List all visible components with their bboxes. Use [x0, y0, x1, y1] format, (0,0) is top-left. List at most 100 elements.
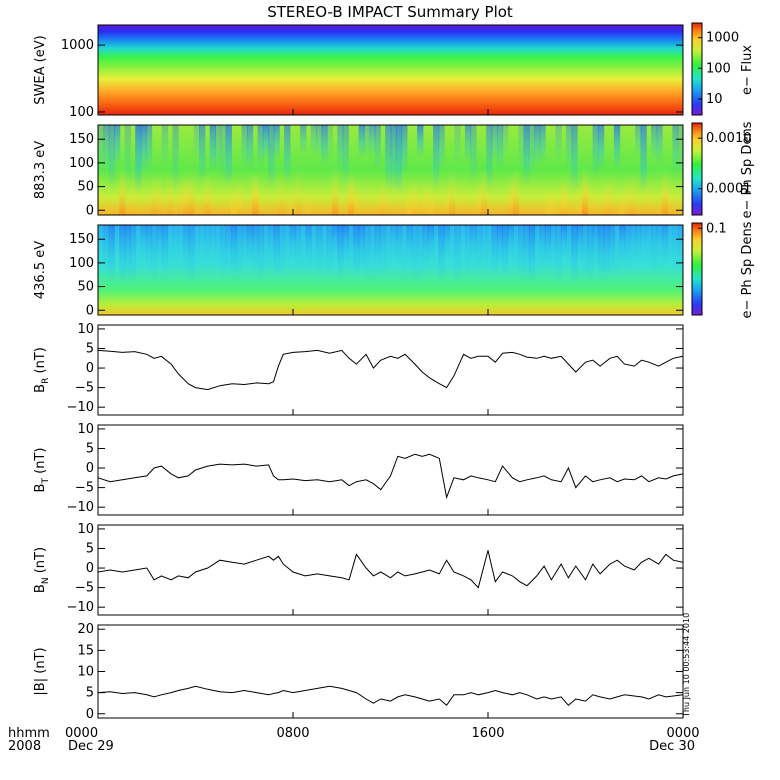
pad-436-stripe — [645, 225, 653, 265]
pad-883-stripe — [278, 171, 286, 215]
y-tick-label: 0 — [86, 707, 94, 722]
pad-436-stripe — [358, 225, 365, 271]
pad-436-stripe — [369, 225, 376, 280]
pad-436-stripe — [486, 225, 493, 275]
pad-883-stripe — [140, 125, 147, 173]
pad-436-stripe — [459, 225, 466, 261]
panel-bmag: 0 5 10 15 20 |B| (nT) — [33, 622, 684, 722]
pad-436-stripe — [629, 225, 637, 264]
pad-883-stripe — [124, 125, 131, 182]
pad-436-stripe — [188, 225, 195, 284]
y-tick-label: 100 — [69, 256, 94, 271]
pad-883-stripe — [326, 125, 333, 162]
pad-883-stripe — [332, 167, 339, 215]
pad-436-stripe — [613, 225, 621, 280]
pad-883-stripe — [188, 168, 195, 215]
pad-883-stripe — [236, 181, 243, 215]
pad-883-stripe — [454, 125, 461, 168]
pad-883-stripe — [629, 173, 637, 215]
pad-436-stripe — [230, 225, 238, 277]
x-tick-label: 0000 — [666, 726, 699, 741]
pad-436-stripe — [140, 225, 147, 262]
pad-436-stripe — [98, 225, 105, 268]
pad-883-stripe — [395, 125, 403, 194]
pad-436-stripe — [342, 225, 349, 266]
pad-436-stripe — [241, 225, 248, 267]
pad-436-stripe — [427, 225, 435, 263]
y-tick-label: −10 — [67, 400, 94, 415]
y-tick-label: 15 — [77, 643, 94, 658]
pad-883-stripe — [592, 125, 599, 178]
pad-883-stripe — [645, 178, 653, 215]
y-axis-label: BT (nT) — [33, 448, 51, 493]
pad-436-stripe — [204, 225, 211, 269]
pad-883-stripe — [103, 125, 110, 173]
pad-883-stripe — [459, 177, 466, 215]
pad-883-stripe — [438, 125, 445, 170]
panel-frame — [97, 524, 684, 616]
pad-436-stripe — [608, 225, 615, 275]
pad-436-stripe — [103, 225, 110, 277]
pad-436-stripe — [379, 225, 387, 276]
pad-436-stripe — [539, 225, 546, 268]
pad-436-stripe — [401, 225, 408, 285]
y-tick-label: 5 — [86, 541, 94, 556]
pad-436-stripe — [534, 225, 541, 265]
pad-436-stripe — [550, 225, 557, 267]
y-tick-label: 5 — [86, 441, 94, 456]
b-field-trace — [97, 550, 684, 589]
figure-title: STEREO-B IMPACT Summary Plot — [267, 3, 513, 21]
pad-436-stripe — [113, 225, 121, 261]
y-tick-label: 20 — [77, 622, 94, 637]
pad-436-stripe — [597, 225, 605, 279]
y-axis-label: 436.5 eV — [33, 241, 48, 299]
pad-436-stripe — [571, 225, 578, 285]
pad-436-stripe — [273, 225, 280, 278]
x-tick-label: 1600 — [471, 726, 504, 741]
pad-436-stripe — [523, 225, 530, 280]
pad-436-stripe — [661, 225, 669, 265]
pad-883-stripe — [560, 179, 567, 215]
y-tick-label: −10 — [67, 500, 94, 515]
pad-883-stripe — [252, 171, 259, 215]
pad-883-stripe — [215, 125, 222, 173]
pad-883-stripe — [523, 125, 530, 185]
pad-436-stripe — [576, 225, 583, 266]
pad-883-stripe — [305, 186, 312, 215]
pad-883-stripe — [581, 168, 589, 215]
pad-436-stripe — [353, 225, 360, 278]
pad-436-stripe — [129, 225, 137, 283]
pad-883-stripe — [209, 125, 216, 173]
timestamp-stamp: Thu Jun 10 00:53:44 2010 — [682, 613, 691, 718]
pad-436-stripe — [156, 225, 163, 264]
pad-436-stripe — [555, 225, 562, 284]
pad-436-stripe — [544, 225, 552, 269]
y-tick-label: 10 — [77, 665, 94, 680]
pad-883-stripe — [528, 125, 536, 177]
y-tick-label: −5 — [75, 581, 94, 596]
y-label-subscript: R — [41, 378, 51, 384]
y-tick-label: 100 — [69, 156, 94, 171]
pad-436-stripe — [491, 225, 498, 278]
pad-883-stripe — [172, 125, 179, 193]
pad-883-stripe — [475, 179, 482, 215]
pad-883-stripe — [273, 125, 280, 161]
pad-883-stripe — [289, 186, 296, 215]
pad-436-stripe — [215, 225, 222, 271]
y-axis-label: BR (nT) — [33, 347, 51, 393]
pad-436-stripe — [603, 225, 610, 279]
x-tick-label: 0800 — [276, 726, 309, 741]
pad-436-stripe — [672, 225, 679, 275]
pad-883-stripe — [512, 167, 520, 215]
pad-436-stripe — [321, 225, 328, 280]
pad-436-stripe — [236, 225, 243, 279]
x-tick-date-label: Dec 29 — [68, 739, 114, 754]
panel-pad-436: 0 50 100 150 436.5 eV 0.1 e− Ph Sp Dens — [33, 221, 755, 318]
pad-883-stripe — [518, 125, 525, 171]
pad-883-stripe — [470, 125, 477, 185]
panel-br: −10 −5 0 5 10 BR (nT) — [33, 322, 684, 416]
colorbar-tick-label: 10 — [706, 92, 723, 107]
pad-883-stripe — [571, 125, 578, 192]
pad-436-stripe — [422, 225, 429, 270]
